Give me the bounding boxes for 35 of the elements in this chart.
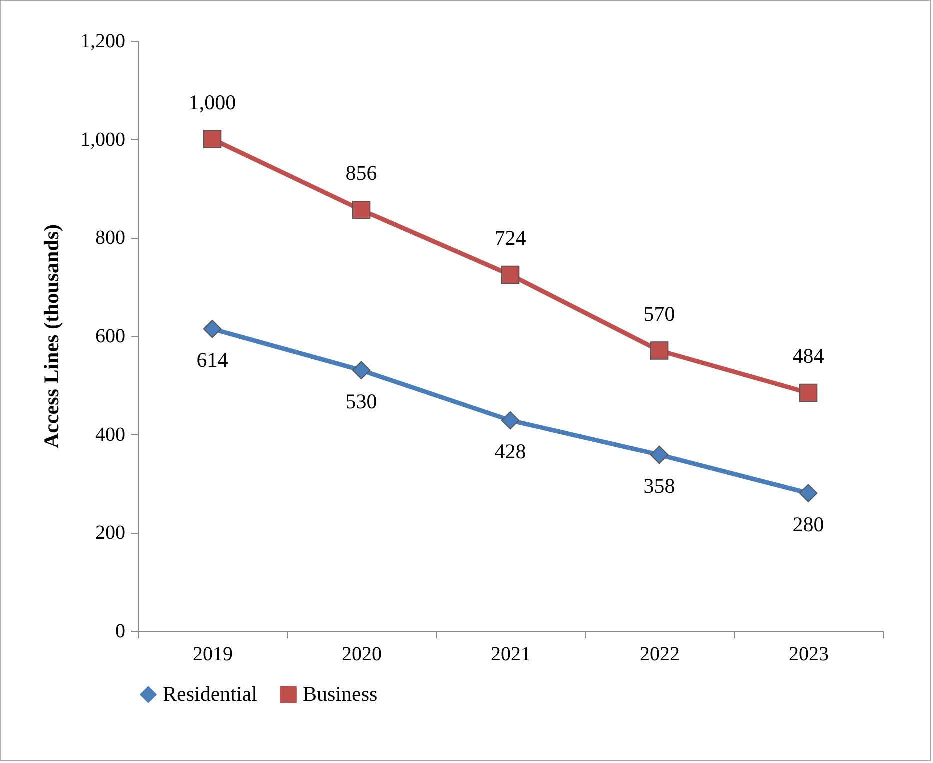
point <box>203 130 222 148</box>
data-label: 280 <box>792 512 824 536</box>
x-tick-label: 2020 <box>342 644 382 666</box>
point <box>799 484 818 502</box>
legend-label: Business <box>303 682 378 706</box>
point <box>650 342 669 360</box>
point <box>203 320 222 338</box>
data-label: 484 <box>792 344 825 368</box>
y-tick-label: 800 <box>96 227 126 250</box>
point <box>501 411 520 430</box>
point <box>352 200 371 220</box>
x-tick-label: 2019 <box>193 644 233 666</box>
x-tick-label: 2022 <box>640 644 680 666</box>
point <box>501 266 520 284</box>
y-tick-label: 0 <box>116 620 126 642</box>
x-tick-label: 2021 <box>491 644 531 666</box>
data-label: 570 <box>644 302 676 326</box>
y-tick-label: 1,000 <box>80 128 126 151</box>
y-tick-label: 1,200 <box>80 30 126 52</box>
data-label: 358 <box>644 474 676 498</box>
data-label: 856 <box>346 161 378 186</box>
y-tick-label: 200 <box>96 522 126 544</box>
data-label: 614 <box>196 348 229 372</box>
data-label: 530 <box>346 389 378 414</box>
data-label: 428 <box>494 440 526 464</box>
data-label: 724 <box>494 226 527 250</box>
point <box>799 384 818 402</box>
point <box>352 361 371 380</box>
x-tick-label: 2023 <box>789 644 829 666</box>
y-tick-label: 400 <box>96 424 126 446</box>
legend-label: Residential <box>163 682 258 706</box>
y-axis-title: Access Lines (thousands) <box>40 224 64 449</box>
data-label: 1,000 <box>188 90 236 114</box>
point <box>650 446 669 464</box>
y-tick-label: 600 <box>96 326 126 348</box>
